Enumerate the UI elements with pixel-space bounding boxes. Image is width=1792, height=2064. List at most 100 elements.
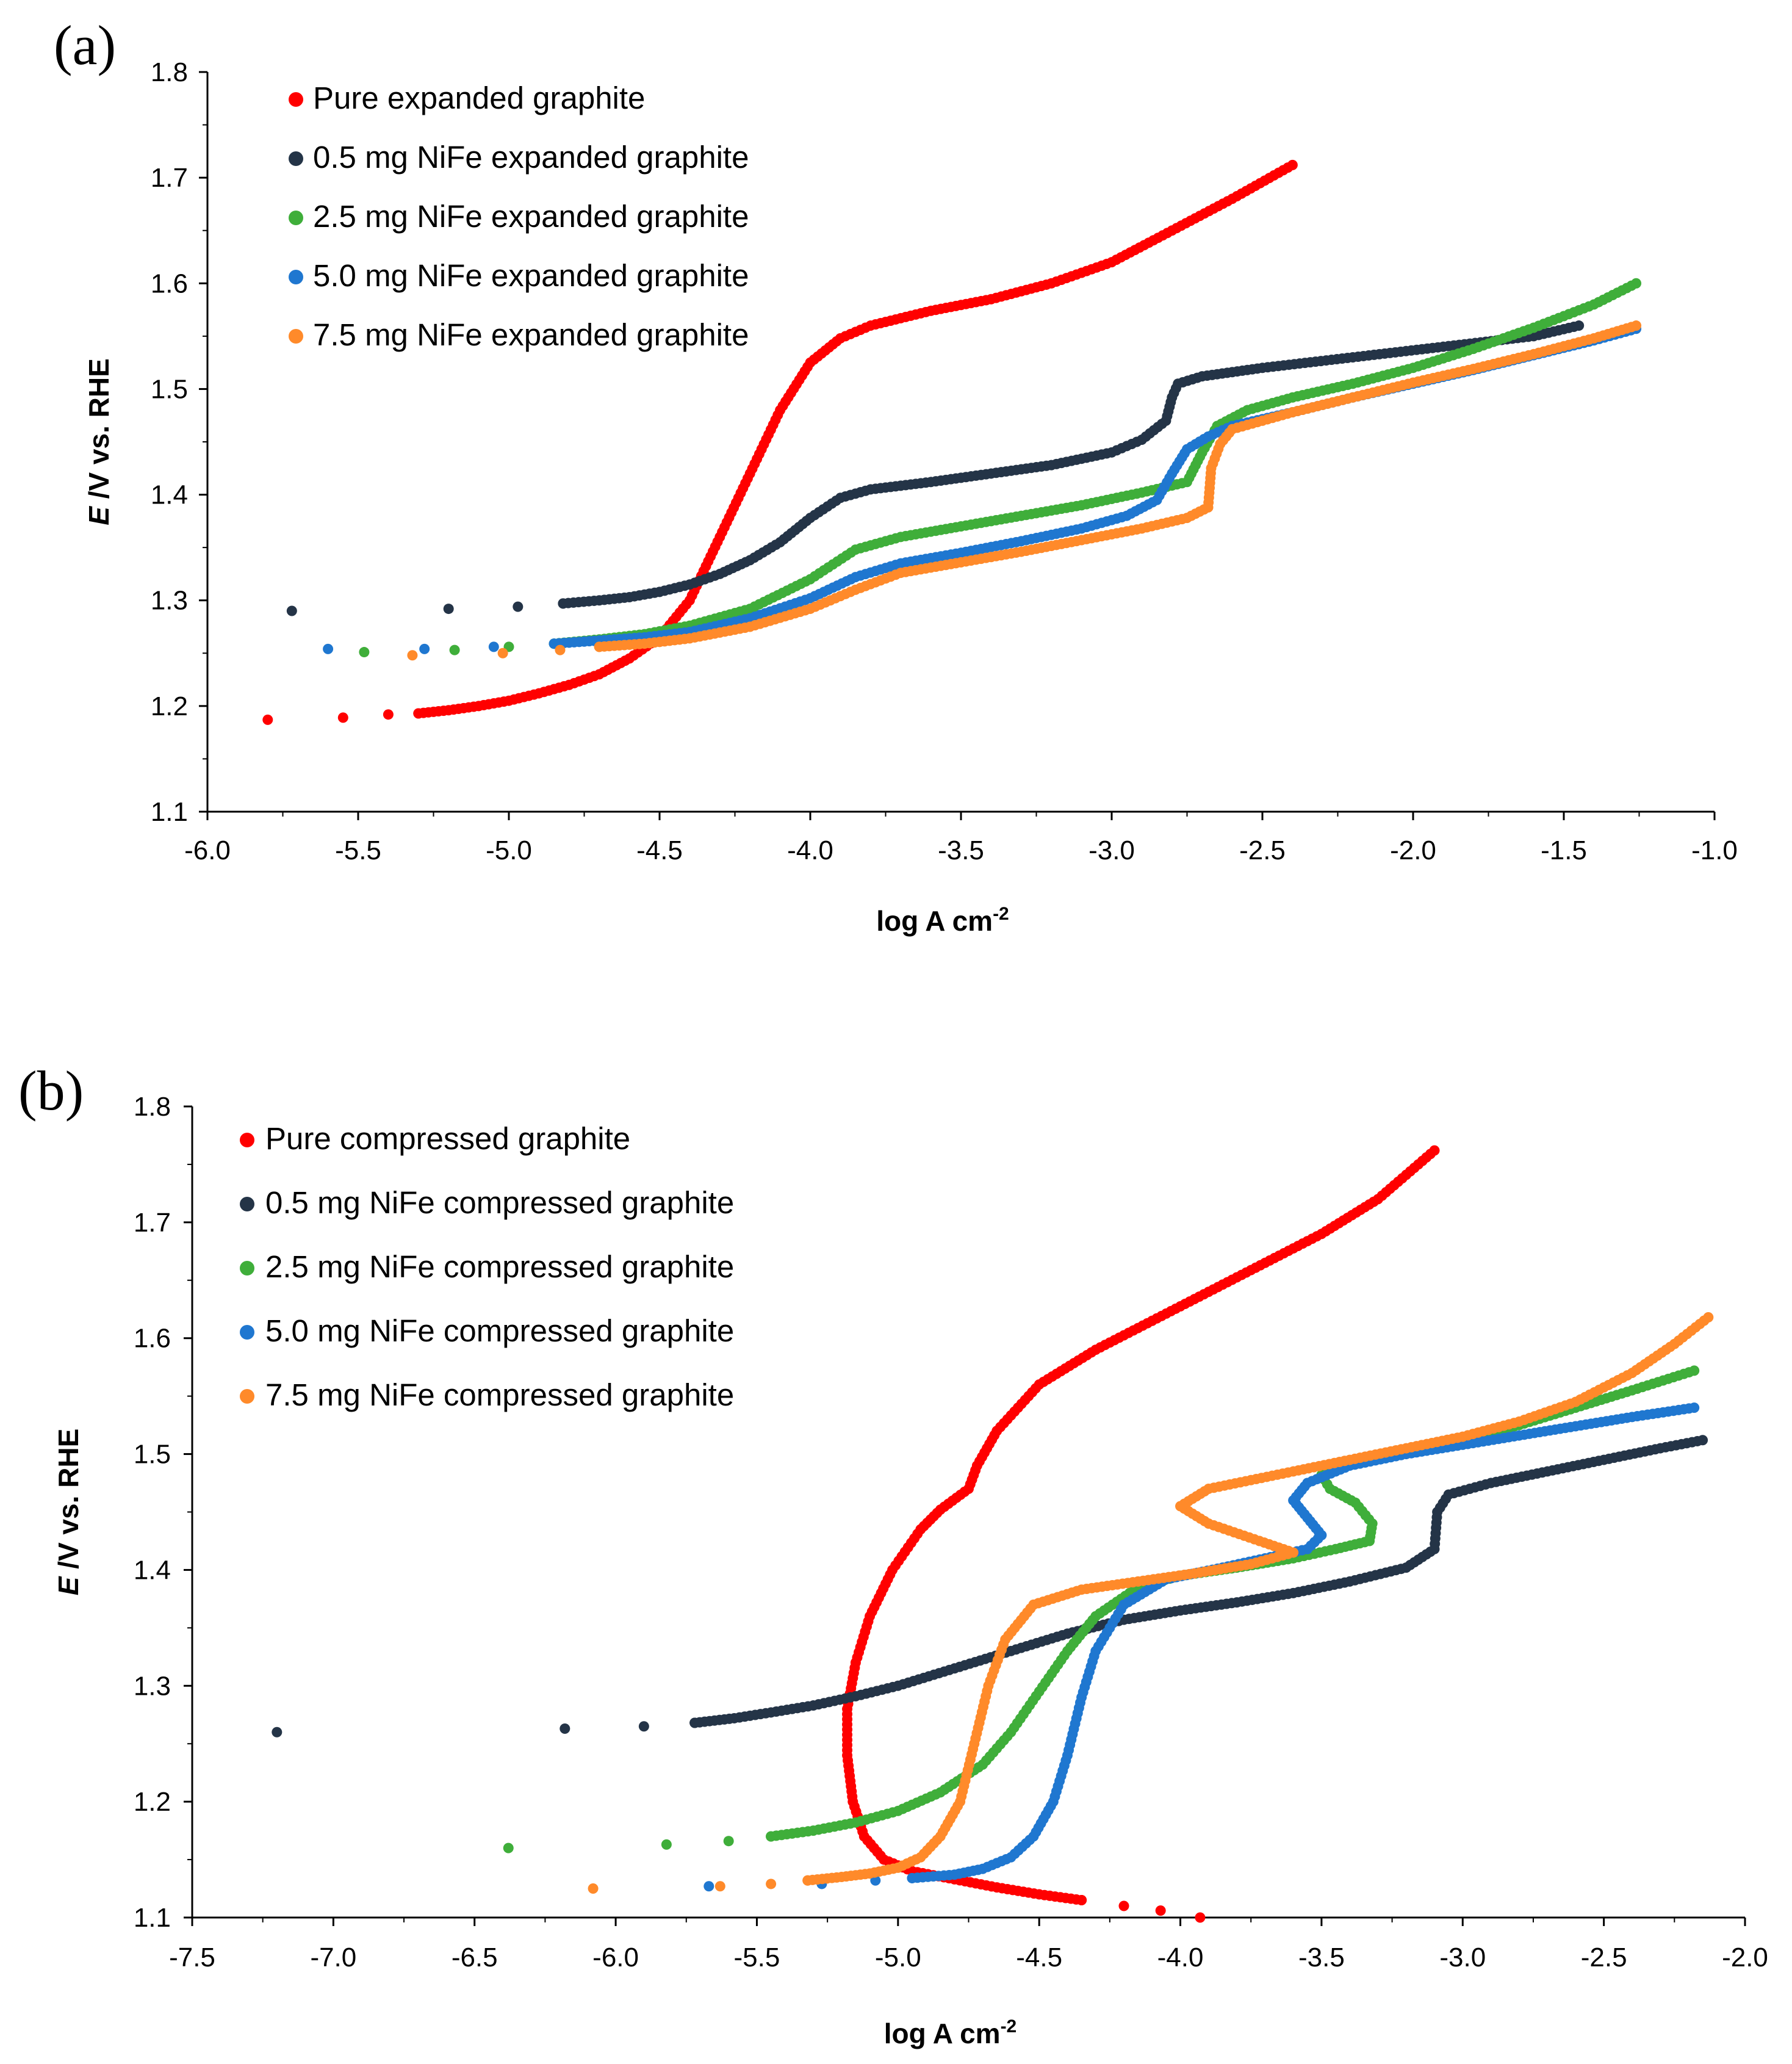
x-tick-label: -7.5 bbox=[169, 1943, 215, 1972]
data-point bbox=[337, 712, 348, 723]
data-point bbox=[449, 644, 460, 655]
data-point bbox=[703, 1881, 714, 1892]
series-ni25 bbox=[359, 278, 1642, 658]
data-point bbox=[1195, 1912, 1206, 1923]
panel-b-x-axis-title: log A cm-2 bbox=[884, 2016, 1017, 2049]
panel-b: (b) 1.1 1.2 1.3 1.4 1.5 1.6 1.7 1.8 -7.5 -7.0 -6.… bbox=[18, 1059, 1768, 2049]
x-tick-label: -5.0 bbox=[875, 1943, 921, 1972]
x-tick-label: -3.0 bbox=[1089, 835, 1135, 865]
panel-a-label: (a) bbox=[54, 14, 116, 76]
panel-a-y-axis-title: E /V vs. RHE bbox=[83, 358, 115, 525]
data-point bbox=[383, 709, 394, 720]
legend-label: 7.5 mg NiFe expanded graphite bbox=[313, 317, 749, 352]
y-tick-label: 1.6 bbox=[134, 1324, 171, 1354]
data-point bbox=[262, 714, 273, 725]
data-point bbox=[1703, 1312, 1714, 1323]
x-tick-label: -5.5 bbox=[734, 1943, 780, 1972]
x-tick-label: -5.0 bbox=[486, 835, 532, 865]
y-tick-label: 1.4 bbox=[151, 480, 188, 510]
data-point bbox=[323, 643, 334, 654]
data-point bbox=[443, 604, 454, 615]
panel-b-y-tick-labels: 1.1 1.2 1.3 1.4 1.5 1.6 1.7 1.8 bbox=[134, 1092, 192, 1933]
y-tick-label: 1.3 bbox=[134, 1671, 171, 1701]
legend-marker bbox=[289, 92, 303, 107]
y-tick-label: 1.1 bbox=[151, 797, 188, 827]
data-point bbox=[1429, 1145, 1440, 1156]
x-tick-label: -3.5 bbox=[938, 835, 984, 865]
x-tick-label: -3.0 bbox=[1439, 1943, 1486, 1972]
legend-marker bbox=[289, 211, 303, 225]
panel-a-legend: Pure expanded graphite 0.5 mg NiFe expand… bbox=[289, 81, 749, 352]
panel-a-x-tick-labels: -6.0 -5.5 -5.0 -4.5 -4.0 -3.5 -3.0 -2.5 -2.0 -1.5… bbox=[184, 812, 1738, 865]
series-pure bbox=[262, 159, 1298, 725]
legend-label: 2.5 mg NiFe expanded graphite bbox=[313, 199, 749, 234]
data-point bbox=[419, 643, 430, 654]
x-tick-label: -1.5 bbox=[1541, 835, 1587, 865]
data-point bbox=[1287, 159, 1298, 170]
panel-a-y-tick-labels: 1.1 1.2 1.3 1.4 1.5 1.6 1.7 1.8 bbox=[151, 57, 207, 827]
panel-b-data-series bbox=[272, 1145, 1714, 1923]
data-point bbox=[661, 1839, 672, 1850]
panel-b-x-tick-labels: -7.5 -7.0 -6.5 -6.0 -5.5 -5.0 -4.5 -4.0 -3.5 -3.0… bbox=[169, 1918, 1768, 1972]
data-point bbox=[714, 1881, 725, 1892]
x-tick-label: -7.0 bbox=[310, 1943, 356, 1972]
x-tick-label: -5.5 bbox=[335, 835, 381, 865]
panel-b-label: (b) bbox=[18, 1059, 84, 1122]
legend-label: 2.5 mg NiFe compressed graphite bbox=[265, 1249, 734, 1284]
data-point bbox=[1631, 320, 1642, 331]
y-tick-label: 1.8 bbox=[151, 57, 188, 87]
x-tick-label: -3.5 bbox=[1298, 1943, 1345, 1972]
data-point bbox=[870, 1875, 881, 1886]
y-tick-label: 1.6 bbox=[151, 269, 188, 298]
legend-label: Pure compressed graphite bbox=[265, 1121, 630, 1156]
series-ni75 bbox=[588, 1312, 1714, 1894]
y-tick-label: 1.5 bbox=[134, 1440, 171, 1470]
y-tick-label: 1.7 bbox=[151, 163, 188, 193]
legend-label: 5.0 mg NiFe expanded graphite bbox=[313, 258, 749, 293]
legend-label: 0.5 mg NiFe expanded graphite bbox=[313, 140, 749, 175]
data-point bbox=[638, 1721, 649, 1732]
x-tick-label: -4.5 bbox=[636, 835, 683, 865]
data-point bbox=[1689, 1402, 1700, 1413]
legend-marker bbox=[240, 1261, 254, 1276]
x-tick-label: -4.0 bbox=[787, 835, 833, 865]
panel-b-legend: Pure compressed graphite 0.5 mg NiFe comp… bbox=[240, 1121, 734, 1412]
legend-marker bbox=[240, 1133, 254, 1147]
panel-a-data-series bbox=[262, 159, 1642, 725]
y-tick-label: 1.1 bbox=[134, 1903, 171, 1933]
data-point bbox=[488, 641, 499, 652]
data-point bbox=[1631, 278, 1642, 289]
data-point bbox=[1689, 1365, 1700, 1376]
x-tick-label: -2.0 bbox=[1722, 1943, 1768, 1972]
data-point bbox=[555, 644, 566, 655]
data-point bbox=[1697, 1435, 1708, 1446]
legend-label: Pure expanded graphite bbox=[313, 81, 645, 115]
x-tick-label: -1.0 bbox=[1691, 835, 1738, 865]
x-tick-label: -2.5 bbox=[1581, 1943, 1627, 1972]
data-point bbox=[560, 1723, 570, 1734]
y-tick-label: 1.5 bbox=[151, 374, 188, 404]
series-ni75 bbox=[407, 320, 1642, 661]
x-tick-label: -6.5 bbox=[452, 1943, 498, 1972]
data-point bbox=[359, 647, 370, 658]
data-point bbox=[766, 1878, 777, 1889]
y-tick-label: 1.2 bbox=[151, 691, 188, 721]
x-tick-label: -4.5 bbox=[1016, 1943, 1062, 1972]
legend-label: 5.0 mg NiFe compressed graphite bbox=[265, 1313, 734, 1348]
data-point bbox=[497, 648, 508, 659]
data-point bbox=[1574, 320, 1585, 331]
legend-marker bbox=[240, 1197, 254, 1211]
x-tick-label: -2.0 bbox=[1390, 835, 1436, 865]
data-point bbox=[513, 601, 524, 612]
y-tick-label: 1.7 bbox=[134, 1208, 171, 1238]
y-tick-label: 1.4 bbox=[134, 1555, 171, 1585]
legend-marker bbox=[289, 329, 303, 344]
data-point bbox=[407, 650, 418, 661]
y-tick-label: 1.3 bbox=[151, 586, 188, 616]
data-point bbox=[723, 1836, 734, 1847]
x-tick-label: -2.5 bbox=[1239, 835, 1286, 865]
x-tick-label: -4.0 bbox=[1157, 1943, 1204, 1972]
legend-label: 7.5 mg NiFe compressed graphite bbox=[265, 1377, 734, 1412]
legend-marker bbox=[289, 270, 303, 284]
